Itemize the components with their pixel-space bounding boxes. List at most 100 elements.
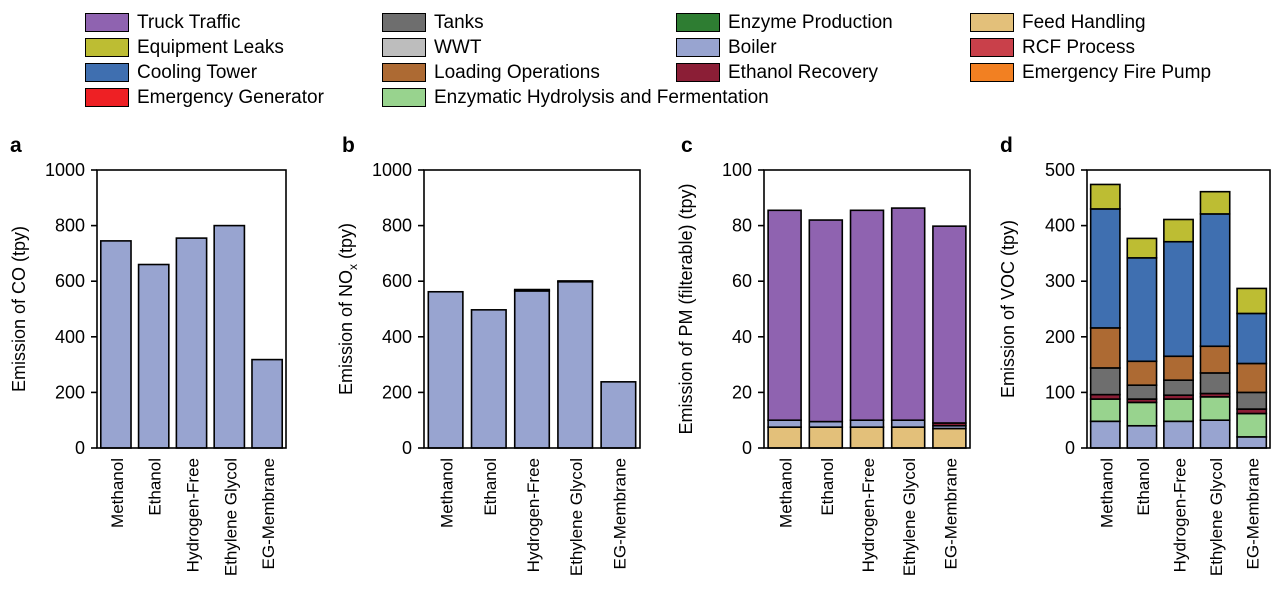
bar-segment bbox=[557, 280, 594, 449]
bar-segment bbox=[1236, 412, 1268, 438]
bar-segment bbox=[1126, 401, 1158, 427]
bar-segment bbox=[849, 209, 885, 421]
category-tick-label: Ethanol bbox=[1134, 458, 1153, 516]
y-axis-label: Emission of CO (tpy) bbox=[9, 226, 29, 392]
legend-item: Truck Traffic bbox=[85, 10, 240, 34]
legend-label: RCF Process bbox=[1022, 36, 1135, 58]
legend-item: Feed Handling bbox=[970, 10, 1146, 34]
legend-swatch bbox=[85, 62, 129, 82]
y-tick-label: 1000 bbox=[372, 160, 412, 180]
bar-segment bbox=[890, 419, 926, 428]
panel-letter: b bbox=[342, 134, 355, 157]
category-tick-label: Ethanol bbox=[481, 458, 500, 516]
bar-segment bbox=[932, 225, 967, 424]
bar-segment bbox=[557, 280, 594, 283]
legend-label: Tanks bbox=[434, 11, 484, 33]
category-tick-label: Ethylene Glycol bbox=[221, 458, 240, 576]
y-tick-label: 600 bbox=[382, 271, 412, 291]
category-tick-label: Hydrogen-Free bbox=[859, 458, 878, 572]
chart-panel-d: d Methanol Ethanol Hydrogen-Free Ethylene Gl… bbox=[998, 134, 1271, 576]
category-tick-label: Ethanol bbox=[818, 458, 837, 516]
y-tick-label: 100 bbox=[1045, 382, 1075, 402]
category-tick-label: Ethylene Glycol bbox=[1207, 458, 1226, 576]
category-tick-label: EG-Membrane bbox=[1244, 458, 1263, 569]
y-tick-label: 60 bbox=[732, 271, 752, 291]
legend-label: Equipment Leaks bbox=[137, 36, 284, 58]
legend-label: Emergency Generator bbox=[137, 86, 324, 108]
legend-item: Emergency Generator bbox=[85, 85, 324, 109]
category-tick-label: Ethanol bbox=[146, 458, 165, 516]
chart-panel-a: a Methanol Ethanol Hydrogen-Free Ethylene Gl… bbox=[9, 134, 287, 576]
panel-letter: d bbox=[1000, 134, 1013, 157]
y-tick-label: 400 bbox=[55, 327, 85, 347]
y-axis-label: Emission of VOC (tpy) bbox=[998, 220, 1018, 398]
bar-segment bbox=[1163, 240, 1194, 358]
bar-segment bbox=[99, 240, 132, 449]
legend-label: WWT bbox=[434, 36, 482, 58]
legend-swatch bbox=[970, 12, 1014, 32]
bar-segment bbox=[1236, 391, 1268, 410]
y-tick-label: 200 bbox=[55, 382, 85, 402]
legend-item: Enzymatic Hydrolysis and Fermentation bbox=[382, 85, 769, 109]
y-tick-label: 0 bbox=[742, 438, 752, 458]
bar-segment bbox=[1199, 213, 1231, 348]
bar-segment bbox=[1199, 396, 1231, 421]
legend-item: RCF Process bbox=[970, 35, 1135, 59]
bar-segment bbox=[1089, 367, 1121, 396]
y-tick-label: 200 bbox=[1045, 327, 1075, 347]
bar-segment bbox=[1126, 384, 1158, 400]
y-tick-label: 0 bbox=[402, 438, 412, 458]
y-tick-label: 400 bbox=[382, 327, 412, 347]
category-tick-label: Methanol bbox=[108, 458, 127, 528]
bar-segment bbox=[890, 426, 926, 449]
bar-segment bbox=[1199, 345, 1231, 374]
bar-segment bbox=[767, 426, 802, 449]
bar-segment bbox=[470, 309, 507, 449]
bar-segment bbox=[213, 224, 246, 449]
legend-swatch bbox=[85, 87, 129, 107]
legend-label: Enzyme Production bbox=[728, 11, 893, 33]
legend-item: Tanks bbox=[382, 10, 484, 34]
bar-segment bbox=[808, 219, 844, 423]
legend-label: Emergency Fire Pump bbox=[1022, 61, 1212, 83]
bar-segment bbox=[890, 207, 926, 421]
legend-item: WWT bbox=[382, 35, 481, 59]
bar-segment bbox=[1236, 287, 1268, 315]
y-tick-label: 0 bbox=[1065, 438, 1075, 458]
panel-letter: c bbox=[681, 134, 693, 157]
bar-segment bbox=[1199, 372, 1231, 395]
bar-segment bbox=[1089, 327, 1121, 369]
bar-segment bbox=[251, 358, 284, 449]
category-tick-label: Methanol bbox=[777, 458, 796, 528]
category-tick-label: Hydrogen-Free bbox=[1171, 458, 1190, 572]
legend-label: Loading Operations bbox=[434, 61, 600, 83]
category-tick-label: EG-Membrane bbox=[259, 458, 278, 569]
legend-swatch bbox=[382, 87, 426, 107]
bar-segment bbox=[849, 419, 885, 428]
legend-swatch bbox=[382, 12, 426, 32]
y-tick-label: 40 bbox=[732, 327, 752, 347]
legend-item: Cooling Tower bbox=[85, 60, 257, 84]
category-tick-label: EG-Membrane bbox=[941, 458, 960, 569]
legend-swatch bbox=[676, 37, 720, 57]
legend-label: Truck Traffic bbox=[137, 11, 241, 33]
bar-segment bbox=[1163, 218, 1194, 243]
category-tick-label: Methanol bbox=[438, 458, 457, 528]
bar-segment bbox=[932, 427, 967, 449]
bar-segment bbox=[1199, 190, 1231, 215]
legend-swatch bbox=[676, 12, 720, 32]
bar-segment bbox=[1126, 360, 1158, 386]
bar-segment bbox=[1126, 257, 1158, 363]
category-tick-label: Ethylene Glycol bbox=[900, 458, 919, 576]
bar-segment bbox=[849, 426, 885, 449]
bar-segment bbox=[1163, 420, 1194, 449]
bar-segment bbox=[1236, 436, 1268, 449]
legend-item: Loading Operations bbox=[382, 60, 600, 84]
bar-segment bbox=[427, 290, 464, 449]
legend-label: Feed Handling bbox=[1022, 11, 1146, 33]
y-tick-label: 800 bbox=[382, 216, 412, 236]
bar-segment bbox=[808, 420, 844, 428]
legend-label: Ethanol Recovery bbox=[728, 61, 878, 83]
bar-segment bbox=[767, 419, 802, 428]
y-tick-label: 0 bbox=[75, 438, 85, 458]
